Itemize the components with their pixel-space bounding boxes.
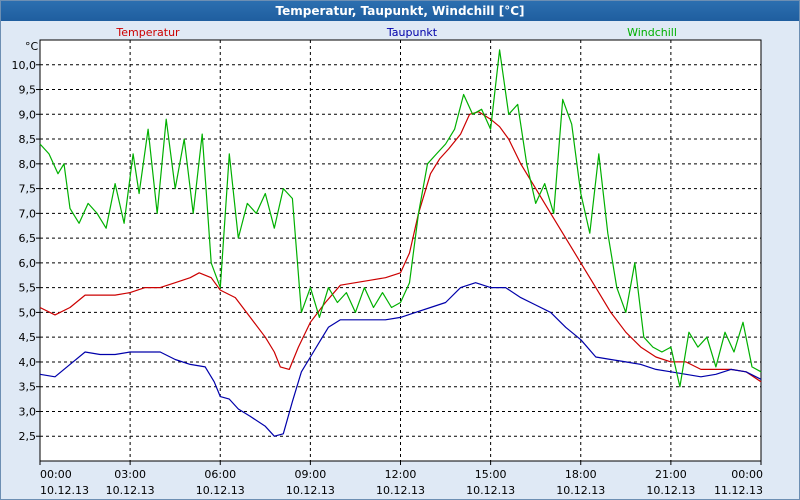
y-tick-label: 4,0	[19, 356, 37, 369]
x-tick-date: 10.12.13	[106, 484, 155, 497]
x-tick-date: 10.12.13	[646, 484, 695, 497]
series-lines	[39, 49, 762, 437]
legend-taupunkt: Taupunkt	[386, 26, 438, 39]
y-axis-unit: °C	[25, 40, 39, 53]
y-tick-label: 6,5	[19, 232, 37, 245]
y-tick-label: 5,5	[19, 282, 37, 295]
x-tick-time: 00:00	[731, 468, 763, 481]
x-tick-time: 15:00	[475, 468, 507, 481]
x-tick-date: 10.12.13	[40, 484, 89, 497]
x-tick-date: 10.12.13	[376, 484, 425, 497]
y-tick-label: 3,0	[19, 405, 37, 418]
y-tick-label: 10,0	[12, 59, 37, 72]
y-tick-label: 8,0	[19, 158, 37, 171]
grid-lines	[40, 40, 761, 461]
x-tick-time: 06:00	[204, 468, 236, 481]
x-tick-time: 18:00	[565, 468, 597, 481]
x-tick-time: 12:00	[385, 468, 417, 481]
x-tick-time: 09:00	[295, 468, 327, 481]
series-line-windchill	[39, 49, 762, 388]
y-tick-label: 6,0	[19, 257, 37, 270]
x-tick-time: 21:00	[655, 468, 687, 481]
x-tick-date: 10.12.13	[196, 484, 245, 497]
legend-windchill: Windchill	[627, 26, 677, 39]
y-tick-label: 5,0	[19, 306, 37, 319]
x-axis-ticks: 00:00 10.12.13 03:00 10.12.13 06:00 10.12.13 0…	[39, 461, 763, 497]
y-tick-label: 7,0	[19, 207, 37, 220]
y-axis-ticks: 2,5 3,0 3,5 4,0 4,5 5,0 5,5 6,0 6,5 7,0 7,5 8,0 8,5 9…	[12, 59, 40, 443]
y-tick-label: 9,5	[19, 84, 37, 97]
y-tick-label: 8,5	[19, 133, 37, 146]
x-tick-date: 10.12.13	[466, 484, 515, 497]
window-title: Temperatur, Taupunkt, Windchill [°C]	[1, 1, 799, 21]
legend-temperatur: Temperatur	[115, 26, 180, 39]
y-tick-label: 2,5	[19, 430, 37, 443]
x-tick-time: 03:00	[114, 468, 146, 481]
series-line-taupunkt	[39, 282, 762, 437]
x-tick-date: 10.12.13	[286, 484, 335, 497]
x-tick-date: 10.12.13	[556, 484, 605, 497]
y-tick-label: 7,5	[19, 183, 37, 196]
y-tick-label: 9,0	[19, 108, 37, 121]
y-tick-label: 3,5	[19, 381, 37, 394]
x-tick-date: 11.12.13	[714, 484, 763, 497]
x-tick-time: 00:00	[40, 468, 72, 481]
series-line-temperatur	[39, 111, 762, 383]
y-tick-label: 4,5	[19, 331, 37, 344]
